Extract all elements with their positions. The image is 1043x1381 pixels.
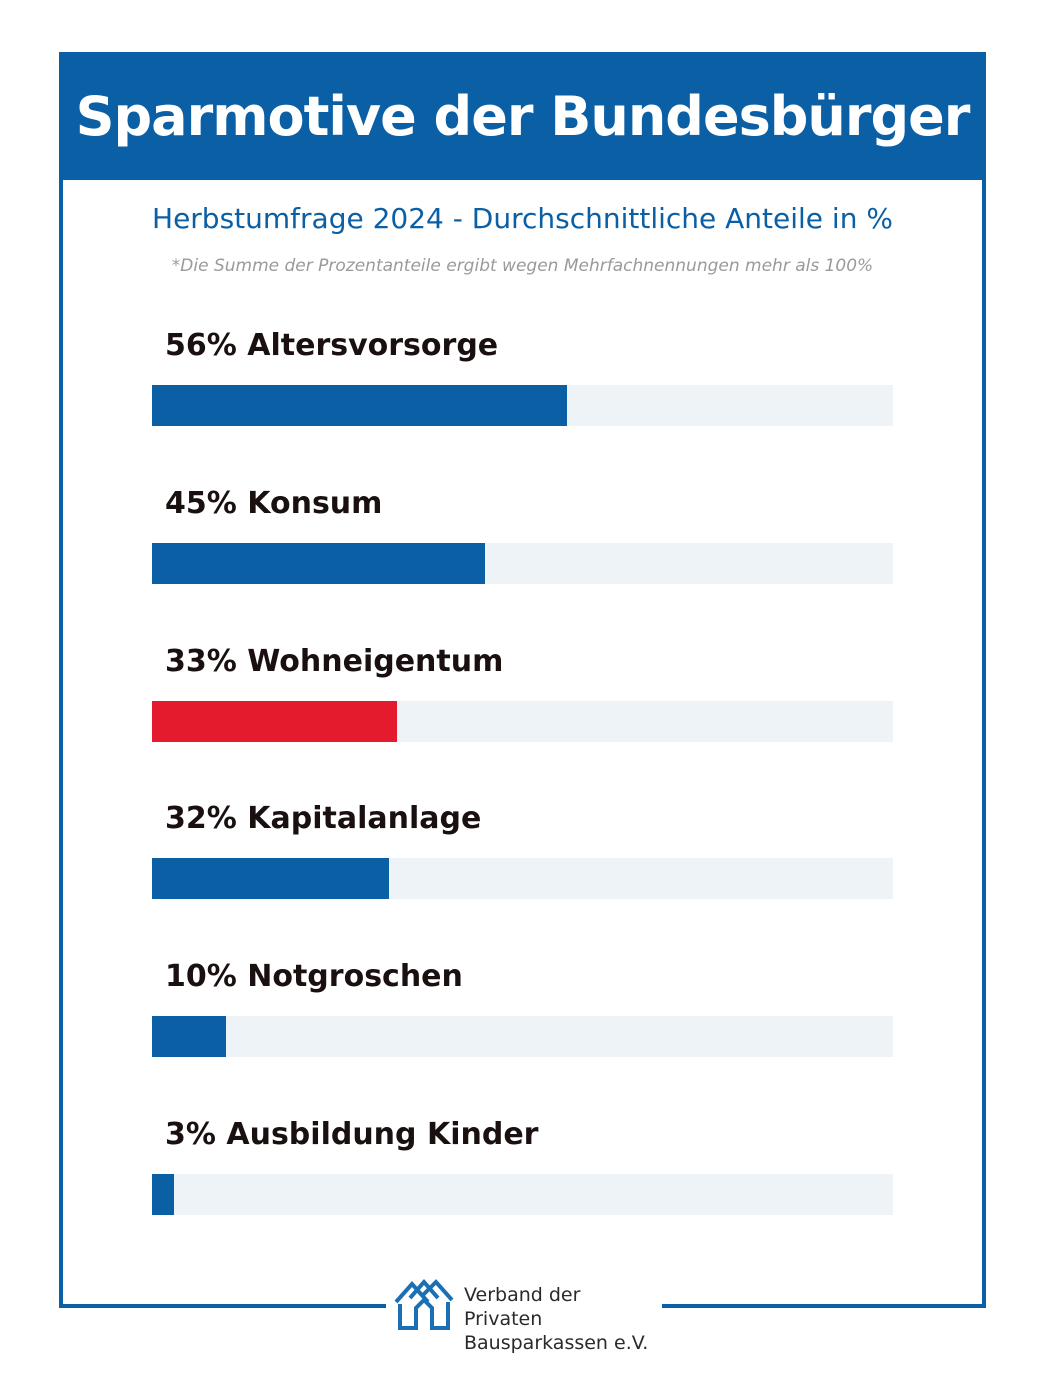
- bar-track: [152, 701, 893, 742]
- frame-bottom-right: [662, 1304, 986, 1308]
- bar-label: 33% Wohneigentum: [165, 644, 504, 679]
- bar-label: 45% Konsum: [165, 486, 383, 521]
- bar: [152, 543, 485, 584]
- bar-label: 3% Ausbildung Kinder: [165, 1117, 539, 1152]
- bar: [152, 1174, 174, 1215]
- org-name-line2: Bausparkassen e.V.: [464, 1332, 649, 1354]
- bar-label: 56% Altersvorsorge: [165, 328, 499, 363]
- footnote: *Die Summe der Prozentanteile ergibt weg…: [171, 256, 874, 276]
- footer-logo: Verband der Privaten Bausparkassen e.V.: [392, 1278, 660, 1354]
- bar-track: [152, 385, 893, 426]
- org-name-line1: Verband der Privaten: [464, 1284, 581, 1330]
- chart-subtitle: Herbstumfrage 2024 - Durchschnittliche A…: [152, 202, 893, 235]
- frame-bottom-left: [59, 1304, 386, 1308]
- bar-track: [152, 858, 893, 899]
- bar: [152, 1016, 226, 1057]
- houses-icon: [394, 1278, 454, 1330]
- bar: [152, 385, 567, 426]
- page-title: Sparmotive der Bundesbürger: [75, 84, 971, 148]
- bar-track: [152, 1174, 893, 1215]
- bar-label: 10% Notgroschen: [165, 959, 463, 994]
- bar-track: [152, 1016, 893, 1057]
- bar: [152, 701, 397, 742]
- bar: [152, 858, 389, 899]
- bar-label: 32% Kapitalanlage: [165, 801, 482, 836]
- header-banner: Sparmotive der Bundesbürger: [59, 52, 986, 180]
- bar-track: [152, 543, 893, 584]
